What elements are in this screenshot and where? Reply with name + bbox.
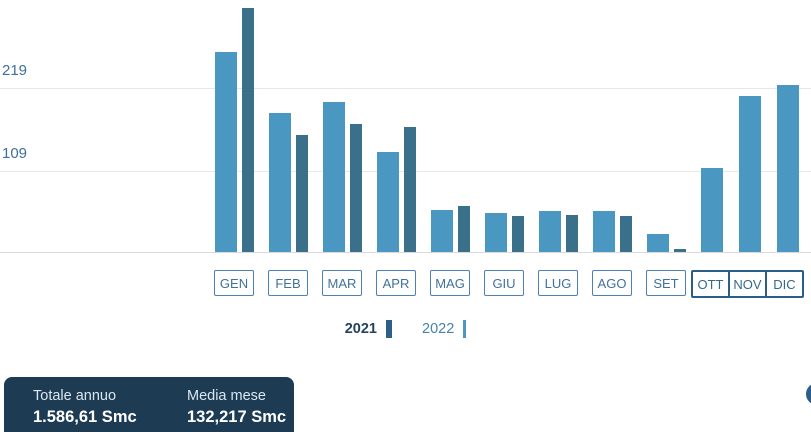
month-button-apr[interactable]: APR xyxy=(376,270,416,296)
legend-label-2022: 2022 xyxy=(422,321,455,337)
bar-2021-giu[interactable] xyxy=(485,213,507,252)
chart-legend: 2021 2022 xyxy=(0,318,811,340)
bar-2022-giu[interactable] xyxy=(512,216,524,252)
bar-2022-set[interactable] xyxy=(674,249,686,252)
bar-2021-lug[interactable] xyxy=(539,211,561,252)
month-button-gen[interactable]: GEN xyxy=(214,270,254,296)
stat-total-year-label: Totale annuo xyxy=(33,388,117,404)
legend-label-2021: 2021 xyxy=(344,321,377,337)
bar-2022-apr[interactable] xyxy=(404,127,416,252)
bar-2021-set[interactable] xyxy=(647,234,669,252)
month-selector: GEN FEB MAR APR MAG GIU LUG AGO SET OTT NOV DIC xyxy=(0,270,811,298)
month-button-lug[interactable]: LUG xyxy=(538,270,578,296)
x-axis-baseline xyxy=(0,252,811,253)
bar-2022-ago[interactable] xyxy=(620,216,632,252)
stat-total-year: Totale annuo 1.586,61 Smc xyxy=(33,388,187,432)
bar-2021-ott[interactable] xyxy=(701,168,723,252)
bar-2021-nov[interactable] xyxy=(739,96,761,252)
month-button-ott[interactable]: OTT xyxy=(697,276,724,292)
month-group-selected: OTT NOV DIC xyxy=(691,270,804,298)
bar-2021-ago[interactable] xyxy=(593,211,615,252)
bar-2022-feb[interactable] xyxy=(296,135,308,252)
bar-2021-dic[interactable] xyxy=(777,85,799,252)
legend-item-2021[interactable]: 2021 xyxy=(345,320,392,338)
bar-2022-mar[interactable] xyxy=(350,124,362,252)
gridline-219 xyxy=(0,88,811,89)
bar-2021-mar[interactable] xyxy=(323,102,345,252)
bar-2022-mag[interactable] xyxy=(458,206,470,252)
month-button-mag[interactable]: MAG xyxy=(430,270,470,296)
y-axis-tick-109: 109 xyxy=(2,145,28,162)
chart-plot: 109 219 xyxy=(0,8,811,253)
month-button-mar[interactable]: MAR xyxy=(322,270,362,296)
bar-2021-apr[interactable] xyxy=(377,152,399,252)
stat-month-average: Media mese 132,217 Smc xyxy=(187,388,286,432)
month-button-feb[interactable]: FEB xyxy=(268,270,308,296)
bar-2021-feb[interactable] xyxy=(269,113,291,252)
month-button-giu[interactable]: GIU xyxy=(484,270,524,296)
month-button-nov[interactable]: NOV xyxy=(728,272,765,296)
bar-2022-gen[interactable] xyxy=(242,8,254,252)
bar-2021-mag[interactable] xyxy=(431,210,453,252)
month-button-ago[interactable]: AGO xyxy=(592,270,632,296)
stat-month-average-label: Media mese xyxy=(187,388,266,404)
floating-action-button[interactable] xyxy=(806,383,811,405)
stat-total-year-value: 1.586,61 Smc xyxy=(33,408,137,426)
bar-2022-lug[interactable] xyxy=(566,215,578,252)
month-button-dic[interactable]: DIC xyxy=(765,272,802,296)
summary-panel: Totale annuo 1.586,61 Smc Media mese 132… xyxy=(4,377,294,432)
legend-bar-marker-2022-icon xyxy=(463,320,467,338)
stat-month-average-value: 132,217 Smc xyxy=(187,408,287,426)
legend-item-2022[interactable]: 2022 xyxy=(422,320,467,338)
legend-bar-marker-2021-icon xyxy=(386,320,392,338)
month-button-set[interactable]: SET xyxy=(646,270,686,296)
y-axis-tick-219: 219 xyxy=(2,62,28,79)
bar-2021-gen[interactable] xyxy=(215,52,237,252)
